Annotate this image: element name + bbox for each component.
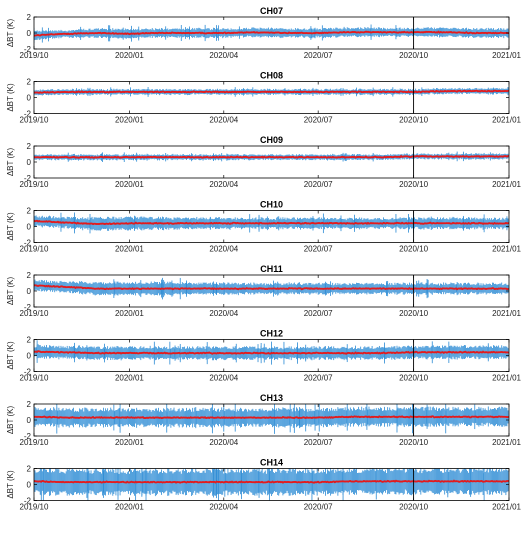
mean-point [506,89,509,92]
x-tick-label: 2020/04 [209,51,238,60]
x-tick-label: 2020/10 [399,180,428,189]
panel-ch09: CH09 -2 0 2 ΔBT (K) 2019/10 2020/01 2020/04 2020… [6,135,522,189]
x-tick-label: 2020/10 [399,116,428,125]
x-tick-label: 2021/01 [492,116,521,125]
x-tick-label: 2021/01 [492,51,521,60]
panel-ch11: CH11 -2 0 2 ΔBT (K) 2019/10 2020/01 2020/04 2020… [6,264,522,318]
axes-box [33,81,510,114]
x-tick-label: 2019/10 [20,309,49,318]
y-tick-label: -2 [24,174,32,183]
y-tick-label: 2 [27,13,32,22]
mean-point [506,288,509,290]
mean-point [506,154,509,157]
mean-markers [34,154,509,159]
x-tick-label: 2020/07 [304,116,333,125]
x-tick-label: 2020/07 [304,309,333,318]
y-tick-label: -2 [24,110,32,119]
data-layer [34,340,509,365]
panel-title: CH12 [260,329,283,339]
data-layer [34,86,509,97]
x-tick-label: 2020/07 [304,180,333,189]
x-tick-label: 2019/10 [20,51,49,60]
y-tick-label: 2 [27,142,32,151]
y-tick-label: -2 [24,239,32,248]
mean-markers [34,89,509,94]
y-axis-label: ΔBT (K) [6,212,15,241]
x-tick-label: 2020/04 [209,245,238,254]
data-layer [34,212,509,234]
y-tick-label: 0 [27,158,32,167]
x-tick-label: 2020/10 [399,245,428,254]
x-tick-label: 2021/01 [492,309,521,318]
y-axis-label: ΔBT (K) [6,19,15,48]
x-tick-label: 2020/07 [304,245,333,254]
axes-box [33,145,510,179]
y-tick-label: -2 [24,303,32,312]
x-tick-label: 2020/07 [304,51,333,60]
x-tick-label: 2020/10 [399,309,428,318]
x-tick-label: 2020/04 [209,309,238,318]
y-tick-label: 0 [27,223,32,232]
y-axis-label: ΔBT (K) [6,83,15,112]
mean-markers [34,30,509,37]
data-layer [34,151,509,163]
panel-title: CH10 [260,200,283,210]
x-tick-label: 2020/01 [115,180,144,189]
y-tick-label: 2 [27,78,32,87]
mean-markers [34,219,509,226]
panel-ch08: CH08 -2 0 2 ΔBT (K) 2019/10 2020/01 2020/04 2020… [6,71,522,125]
y-axis-label: ΔBT (K) [6,277,15,306]
panel-title: CH11 [260,264,283,274]
x-tick-label: 2020/04 [209,116,238,125]
data-layer [34,24,509,44]
data-layer [34,277,509,300]
x-tick-label: 2020/01 [115,51,144,60]
x-tick-label: 2020/01 [115,116,144,125]
x-tick-label: 2019/10 [20,180,49,189]
panel-title: CH07 [260,6,283,16]
panel-ch10: CH10 -2 0 2 ΔBT (K) 2019/10 2020/01 2020/04 2020… [6,200,522,254]
x-tick-label: 2019/10 [20,116,49,125]
x-tick-label: 2019/10 [20,245,49,254]
x-tick-label: 2020/01 [115,309,144,318]
panel-title: CH08 [260,71,283,81]
y-tick-label: 0 [27,287,32,296]
mean-markers [34,284,509,291]
y-axis-label: ΔBT (K) [6,148,15,177]
panel-title: CH09 [260,135,283,145]
y-tick-label: 0 [27,94,32,103]
x-tick-label: 2020/04 [209,180,238,189]
panel-ch07: CH07 -2 0 2 ΔBT (K) 2019/10 2020/01 2020/04 2020… [6,6,522,60]
x-tick-label: 2020/10 [399,51,428,60]
y-tick-label: 2 [27,207,32,216]
x-tick-label: 2021/01 [492,245,521,254]
mean-point [506,222,509,225]
y-tick-label: 0 [27,29,32,38]
y-tick-label: -2 [24,45,32,54]
x-tick-label: 2021/01 [492,180,521,189]
y-tick-label: 2 [27,271,32,280]
x-tick-label: 2020/01 [115,245,144,254]
